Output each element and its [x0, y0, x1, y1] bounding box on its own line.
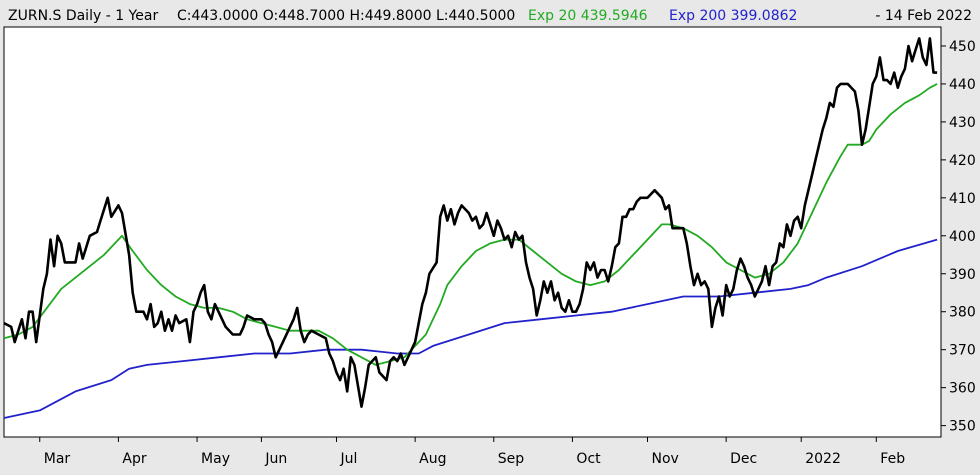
x-tick-label: 2022 — [805, 451, 841, 467]
ohlc-readout: C:443.0000 O:448.7000 H:449.8000 L:440.5… — [177, 8, 515, 24]
symbol-label: ZURN.S Daily - 1 Year — [8, 8, 158, 24]
y-tick-label: 450 — [949, 39, 976, 55]
x-axis: Mar Apr May Jun Jul Aug Sep Oct Nov Dec 2022 Feb — [39, 437, 905, 467]
x-tick-label: Feb — [880, 451, 905, 467]
ema20-label: Exp 20 439.5946 — [528, 8, 648, 24]
x-tick-label: May — [201, 451, 230, 467]
x-tick-label: Oct — [576, 451, 601, 467]
x-tick-label: Dec — [730, 451, 757, 467]
x-tick-label: Sep — [498, 451, 525, 467]
ema200-label: Exp 200 399.0862 — [669, 8, 797, 24]
x-tick-label: Aug — [419, 451, 446, 467]
y-tick-label: 380 — [949, 305, 976, 321]
ema20-series-line — [3, 83, 938, 366]
y-axis: 350 360 370 380 390 400 410 420 430 440 450 — [941, 39, 976, 435]
date-label: - 14 Feb 2022 — [875, 8, 972, 24]
x-tick-label: Mar — [44, 451, 71, 467]
price-series-line — [3, 37, 938, 408]
x-tick-label: Apr — [122, 451, 146, 467]
plot-area — [3, 26, 942, 438]
y-tick-label: 360 — [949, 381, 976, 397]
x-tick-label: Jul — [339, 451, 357, 467]
y-tick-label: 350 — [949, 419, 976, 435]
y-tick-label: 410 — [949, 191, 976, 207]
y-tick-label: 430 — [949, 115, 976, 131]
ema200-series-line — [3, 238, 938, 419]
series-layer — [3, 37, 938, 419]
y-tick-label: 400 — [949, 229, 976, 245]
y-tick-label: 370 — [949, 343, 976, 359]
x-tick-label: Jun — [264, 451, 287, 467]
y-tick-label: 390 — [949, 267, 976, 283]
y-tick-label: 440 — [949, 77, 976, 93]
y-tick-label: 420 — [949, 153, 976, 169]
x-tick-label: Nov — [652, 451, 679, 467]
